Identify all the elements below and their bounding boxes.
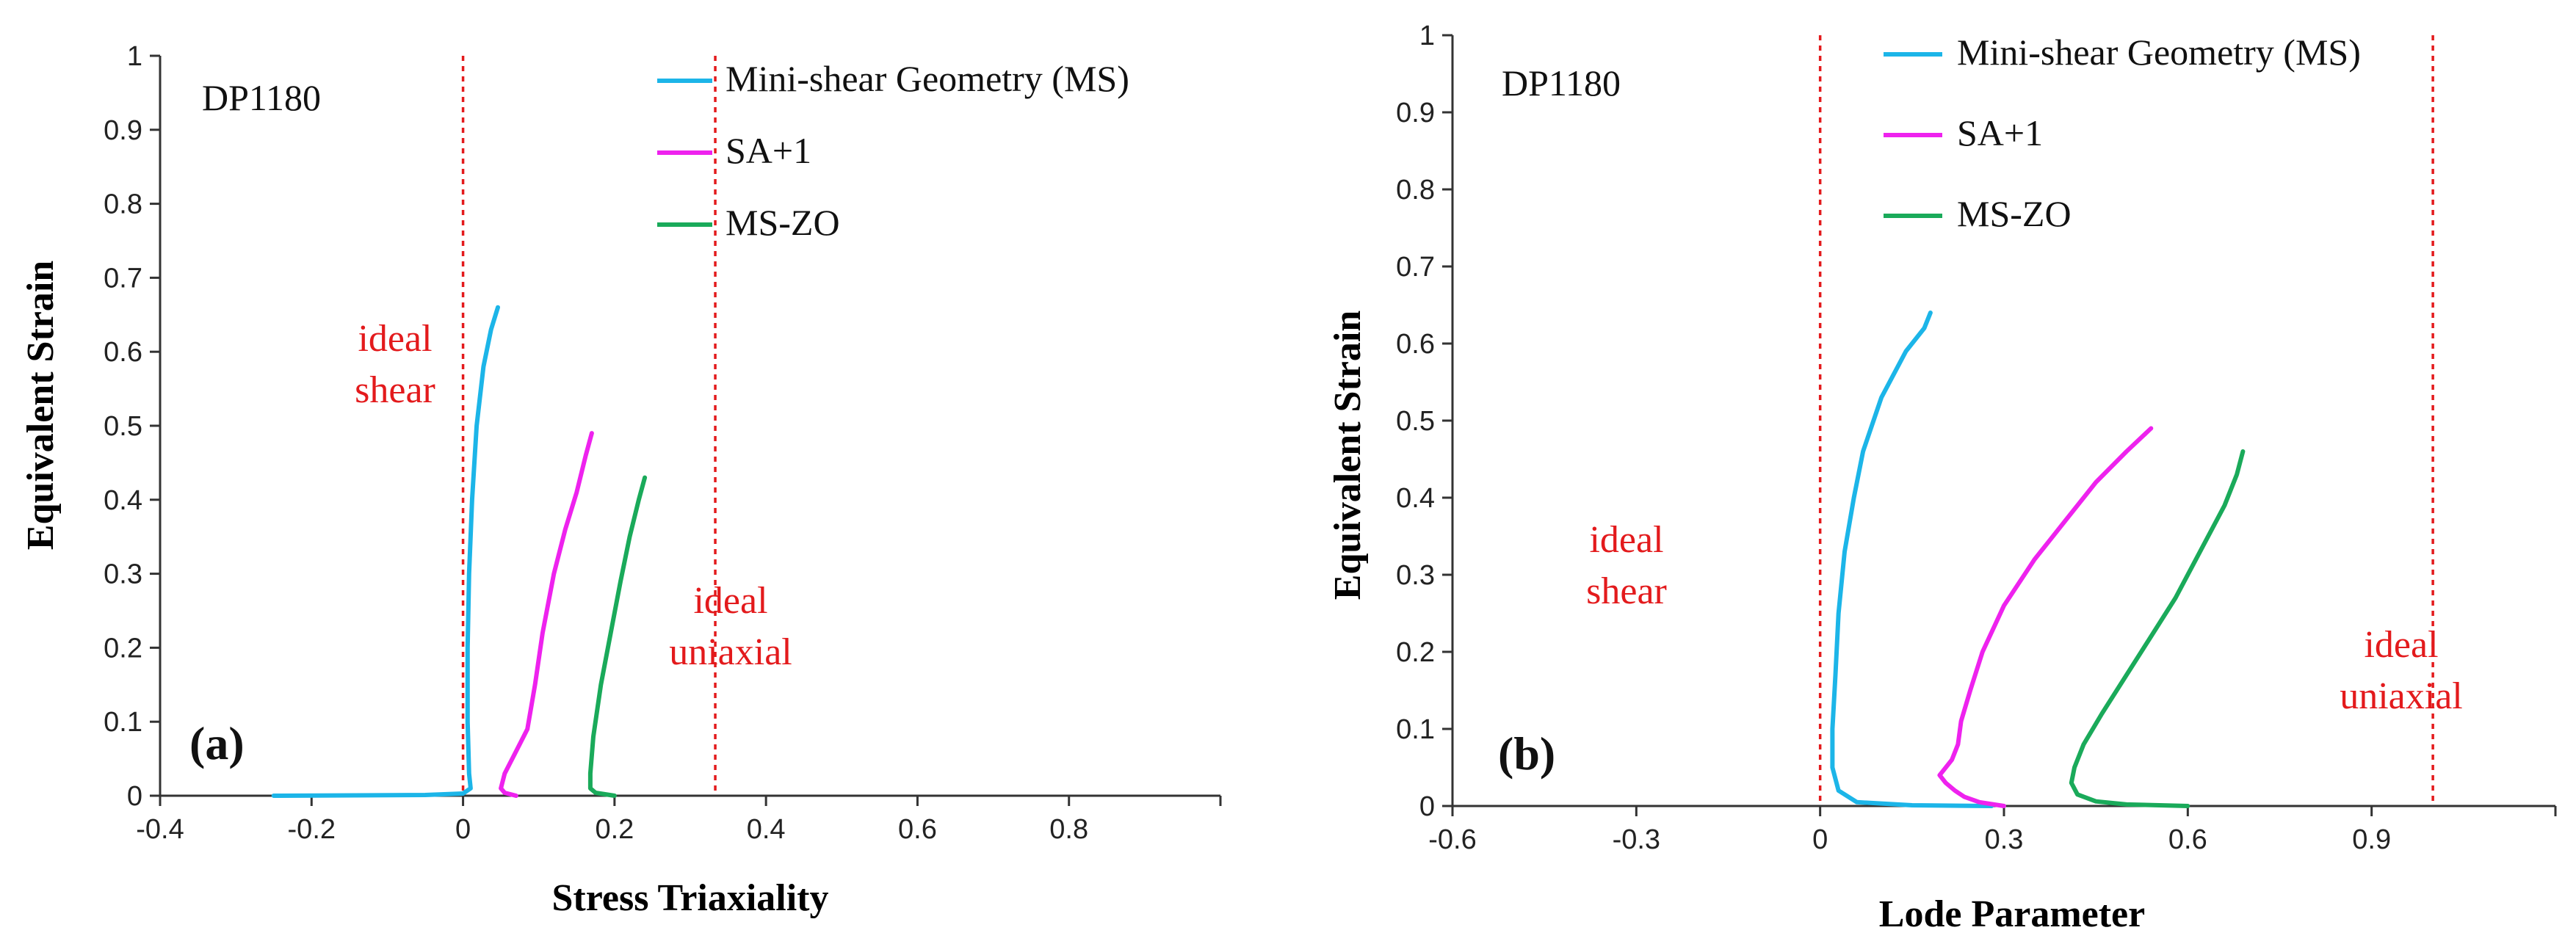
- panel-b-material-label: DP1180: [1502, 62, 1621, 104]
- panel-b-y-tick-label: 0.7: [1396, 252, 1435, 283]
- panel-b-x-tick-label: 0.3: [1985, 824, 2024, 855]
- panel-a-y-tick-label: 0.1: [104, 707, 142, 738]
- panel-a-series-line: [499, 431, 594, 798]
- panel-a-reference-annotation: uniaxial: [669, 631, 792, 673]
- panel-a-x-tick-label: 0.4: [747, 814, 786, 845]
- panel-b-series-line: [1937, 426, 2154, 808]
- panel-a-panel-label: (a): [189, 717, 245, 769]
- panel-b-series-line: [1830, 311, 1994, 808]
- panel-b-legend-label: Mini-shear Geometry (MS): [1957, 32, 2361, 73]
- panel-a-y-tick-label: 0.8: [104, 189, 142, 220]
- panel-a-legend-label: SA+1: [726, 130, 811, 171]
- panel-a-x-tick-label: 0.2: [595, 814, 634, 845]
- panel-a-y-tick-label: 0.6: [104, 337, 142, 368]
- panel-b-x-tick-label: -0.6: [1428, 824, 1476, 855]
- panel-b-reference-annotation: uniaxial: [2340, 675, 2463, 717]
- panel-b-y-tick-label: 0.2: [1396, 637, 1435, 668]
- panel-b-reference-annotation: shear: [1586, 570, 1667, 612]
- panel-a-reference-annotation: ideal: [693, 580, 767, 622]
- panel-b-x-tick-label: 0.6: [2168, 824, 2207, 855]
- panel-a-reference-annotation: shear: [355, 369, 435, 411]
- panel-a-x-tick-label: 0.6: [898, 814, 937, 845]
- panel-a-reference-annotation: ideal: [358, 318, 432, 360]
- panel-b-reference-annotation: ideal: [2364, 624, 2438, 666]
- panel-a-series-line: [271, 305, 500, 798]
- panel-a-y-tick-label: 0.4: [104, 485, 142, 516]
- panel-b-x-tick-label: 0.9: [2352, 824, 2391, 855]
- panel-a-y-tick-label: 0.2: [104, 633, 142, 664]
- panel-b-y-tick-label: 0.4: [1396, 483, 1435, 514]
- panel-a-y-tick-label: 0.3: [104, 559, 142, 590]
- panel-b-y-tick-label: 0.3: [1396, 560, 1435, 591]
- panel-b-x-tick-label: -0.3: [1613, 824, 1660, 855]
- panel-b-y-tick-label: 0.5: [1396, 406, 1435, 437]
- panel-a-legend-label: MS-ZO: [726, 202, 840, 243]
- panel-b-y-tick-label: 0: [1419, 791, 1435, 822]
- panel-b-legend-label: SA+1: [1957, 112, 2043, 153]
- panel-b-series-line: [2069, 449, 2246, 808]
- panel-b-xlabel: Lode Parameter: [1879, 893, 2145, 935]
- panel-a-x-tick-label: -0.4: [136, 814, 184, 845]
- panel-a-y-tick-label: 0.5: [104, 411, 142, 442]
- panel-a-y-tick-label: 1: [127, 41, 142, 72]
- panel-a-series-line: [587, 475, 648, 798]
- panel-a-y-tick-label: 0: [127, 781, 142, 812]
- panel-a-material-label: DP1180: [202, 77, 321, 118]
- panel-a-y-tick-label: 0.9: [104, 115, 142, 146]
- panel-b: Equivalent Strain Lode Parameter DP1180 …: [1327, 21, 2557, 935]
- panel-b-y-tick-label: 0.6: [1396, 329, 1435, 360]
- panel-b-y-tick-label: 0.1: [1396, 714, 1435, 745]
- panel-a-legend-label: Mini-shear Geometry (MS): [726, 58, 1129, 99]
- panel-b-legend-label: MS-ZO: [1957, 193, 2072, 234]
- panel-b-y-tick-label: 1: [1419, 21, 1435, 51]
- panel-b-x-tick-label: 0: [1812, 824, 1828, 855]
- panel-b-y-tick-label: 0.8: [1396, 175, 1435, 206]
- panel-b-panel-label: (b): [1498, 727, 1555, 780]
- panel-b-ylabel: Equivalent Strain: [1327, 311, 1369, 600]
- panel-a: Equivalent Strain Stress Triaxiality DP1…: [20, 41, 1222, 919]
- panel-a-y-tick-label: 0.7: [104, 263, 142, 294]
- panel-a-x-tick-label: -0.2: [288, 814, 336, 845]
- panel-a-x-tick-label: 0.8: [1049, 814, 1088, 845]
- panel-a-xlabel: Stress Triaxiality: [552, 877, 829, 919]
- panel-a-x-tick-label: 0: [455, 814, 471, 845]
- panel-a-ylabel: Equivalent Strain: [20, 261, 62, 550]
- panel-b-y-tick-label: 0.9: [1396, 98, 1435, 128]
- panel-b-reference-annotation: ideal: [1589, 519, 1663, 561]
